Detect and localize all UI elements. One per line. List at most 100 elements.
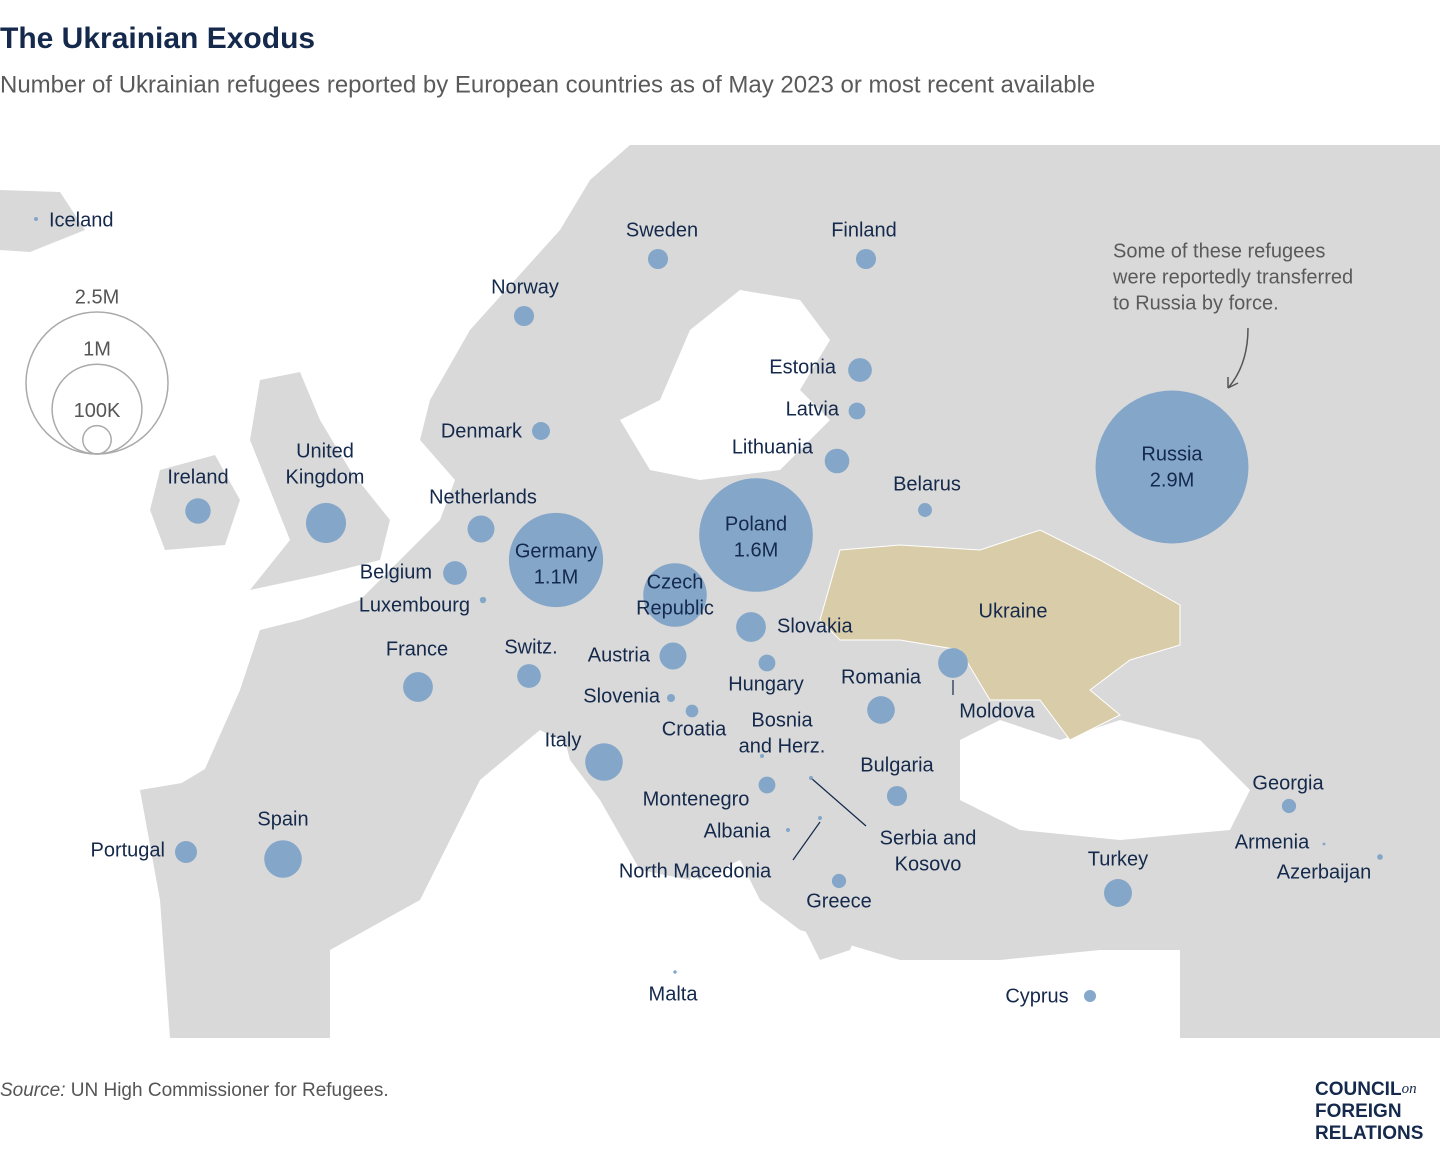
bubble [758, 654, 776, 672]
country-label: Republic [636, 597, 714, 619]
bubble [673, 970, 677, 974]
country-label: Norway [491, 276, 559, 298]
bubble [685, 704, 699, 718]
country-label: Ireland [167, 466, 228, 488]
leader-line [810, 777, 867, 827]
country-label: Portugal [91, 839, 166, 861]
country-label: Poland [725, 513, 787, 535]
country-label: Kingdom [286, 466, 365, 488]
logo-line: RELATIONS [1315, 1123, 1423, 1144]
bubble [508, 512, 604, 608]
country-label: Lithuania [732, 436, 814, 458]
bubble [513, 305, 535, 327]
legend-label: 2.5M [75, 286, 119, 308]
bubble [585, 743, 623, 781]
country-label: Denmark [441, 420, 523, 442]
country-label: Croatia [662, 718, 727, 740]
country-label: Iceland [49, 209, 114, 231]
country-label: Switz. [504, 636, 557, 658]
country-label: Malta [649, 983, 699, 1005]
bubble [886, 785, 908, 807]
bubble [517, 664, 541, 688]
title: The Ukrainian Exodus [0, 22, 315, 55]
country-label: Finland [831, 219, 897, 241]
labels: Iceland Sweden Finland Norway Estonia Latvia D… [49, 209, 1371, 1007]
country-label: Turkey [1088, 848, 1148, 870]
iceland [0, 190, 85, 252]
logo-line: COUNCILon [1315, 1079, 1417, 1100]
greece-land [800, 860, 870, 960]
great-britain [250, 372, 390, 590]
mediterranean [330, 730, 1180, 1038]
country-label: Azerbaijan [1277, 861, 1372, 883]
ukraine [819, 529, 1181, 741]
bubble [1322, 842, 1326, 846]
bubble [938, 648, 968, 678]
bubble [867, 696, 895, 724]
bubble [848, 358, 872, 382]
country-label: Sweden [626, 219, 698, 241]
bubble [643, 563, 707, 627]
bubble [855, 248, 877, 270]
country-label: Montenegro [643, 788, 750, 810]
leader-lines [792, 680, 954, 861]
legend-circle [25, 311, 169, 455]
country-label: Albania [704, 820, 772, 842]
country-label: Austria [588, 644, 651, 666]
source-text: UN High Commissioner for Refugees. [71, 1080, 389, 1101]
bubble [443, 561, 467, 585]
country-label: Moldova [959, 700, 1035, 722]
bubble [647, 248, 669, 270]
country-label: Czech [647, 571, 704, 593]
country-label: Germany [515, 540, 597, 562]
annotation: Some of these refugees were reportedly t… [1112, 240, 1353, 314]
bubble [33, 216, 39, 222]
legend-label: 100K [74, 400, 121, 422]
country-label: 2.9M [1150, 469, 1194, 491]
country-label: Slovenia [583, 685, 661, 707]
country-label: Kosovo [895, 853, 962, 875]
bubble [532, 422, 550, 440]
legend-label: 1M [83, 338, 111, 360]
country-label: Greece [806, 890, 872, 912]
bubble [758, 776, 776, 794]
legend-circle [82, 424, 112, 455]
country-label: Spain [257, 808, 308, 830]
black-sea [960, 720, 1250, 840]
country-label: Hungary [728, 673, 804, 695]
country-label: Italy [545, 729, 582, 751]
bubble [659, 642, 687, 670]
bubble [305, 502, 347, 544]
bubble [1104, 879, 1132, 907]
source: Source: UN High Commissioner for Refugee… [0, 1080, 389, 1101]
country-label: Belarus [893, 473, 961, 495]
subtitle: Number of Ukrainian refugees reported by… [0, 71, 1095, 98]
bubble [1377, 854, 1383, 860]
bubble [808, 775, 814, 781]
bubble [264, 840, 302, 878]
bubble [666, 693, 676, 703]
bubble [699, 478, 813, 592]
country-label: United [296, 440, 354, 462]
logo-word: COUNCIL [1315, 1079, 1402, 1100]
annotation-arrow [1227, 327, 1249, 389]
country-label: 1.1M [534, 566, 578, 588]
country-label: France [386, 638, 448, 660]
country-label: Romania [841, 666, 922, 688]
bubble [403, 672, 433, 702]
country-label: Bulgaria [860, 754, 934, 776]
country-label: North Macedonia [619, 860, 772, 882]
country-label: Bosnia [751, 709, 813, 731]
logo: COUNCILon FOREIGN RELATIONS [1315, 1079, 1423, 1144]
annotation-line: were reportedly transferred [1112, 266, 1353, 288]
source-label: Source: [0, 1080, 65, 1101]
country-label: Netherlands [429, 486, 537, 508]
bubble [759, 753, 765, 759]
bubble [479, 596, 487, 604]
country-label: Belgium [360, 561, 432, 583]
bubble [1095, 390, 1249, 544]
annotation-line: Some of these refugees [1113, 240, 1325, 262]
country-label: Estonia [769, 356, 837, 378]
country-label: and Herz. [739, 735, 826, 757]
leader-line [792, 821, 821, 861]
